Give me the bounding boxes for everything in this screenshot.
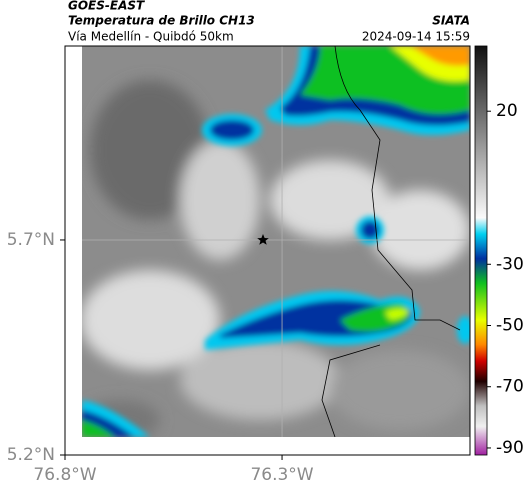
satellite: GOES-EAST bbox=[68, 0, 145, 13]
product: Temperatura de Brillo CH13 bbox=[68, 14, 255, 28]
map-frame bbox=[64, 45, 471, 456]
lat-label: 5.7°N bbox=[7, 230, 55, 250]
lon-label: 76.3°W bbox=[250, 465, 313, 485]
timestamp: 2024-09-14 15:59 bbox=[362, 30, 470, 44]
colorbar bbox=[474, 45, 488, 456]
colorbar-label: -50 bbox=[496, 316, 524, 336]
region: Vía Medellín - Quibdó 50km bbox=[68, 30, 234, 44]
lat-label: 5.2°N bbox=[7, 445, 55, 465]
colorbar-label: -30 bbox=[496, 254, 524, 274]
colorbar-label: -70 bbox=[496, 377, 524, 397]
colorbar-label: -90 bbox=[496, 438, 524, 458]
location-star bbox=[257, 234, 269, 245]
colorbar-label: 20 bbox=[496, 101, 518, 121]
source: SIATA bbox=[432, 14, 470, 28]
lon-label: 76.8°W bbox=[33, 465, 96, 485]
satellite-image bbox=[82, 46, 470, 437]
